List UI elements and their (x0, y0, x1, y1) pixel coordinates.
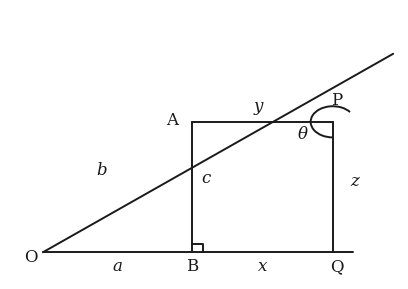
Text: B: B (186, 258, 198, 275)
Text: x: x (258, 258, 267, 275)
Text: θ: θ (297, 126, 308, 143)
Text: P: P (331, 92, 342, 109)
Text: y: y (254, 98, 263, 115)
Text: A: A (166, 112, 178, 129)
Text: a: a (113, 258, 122, 275)
Text: Q: Q (330, 258, 344, 275)
Text: z: z (350, 173, 359, 190)
Text: O: O (24, 249, 38, 266)
Text: b: b (96, 162, 106, 179)
Text: c: c (202, 170, 211, 187)
